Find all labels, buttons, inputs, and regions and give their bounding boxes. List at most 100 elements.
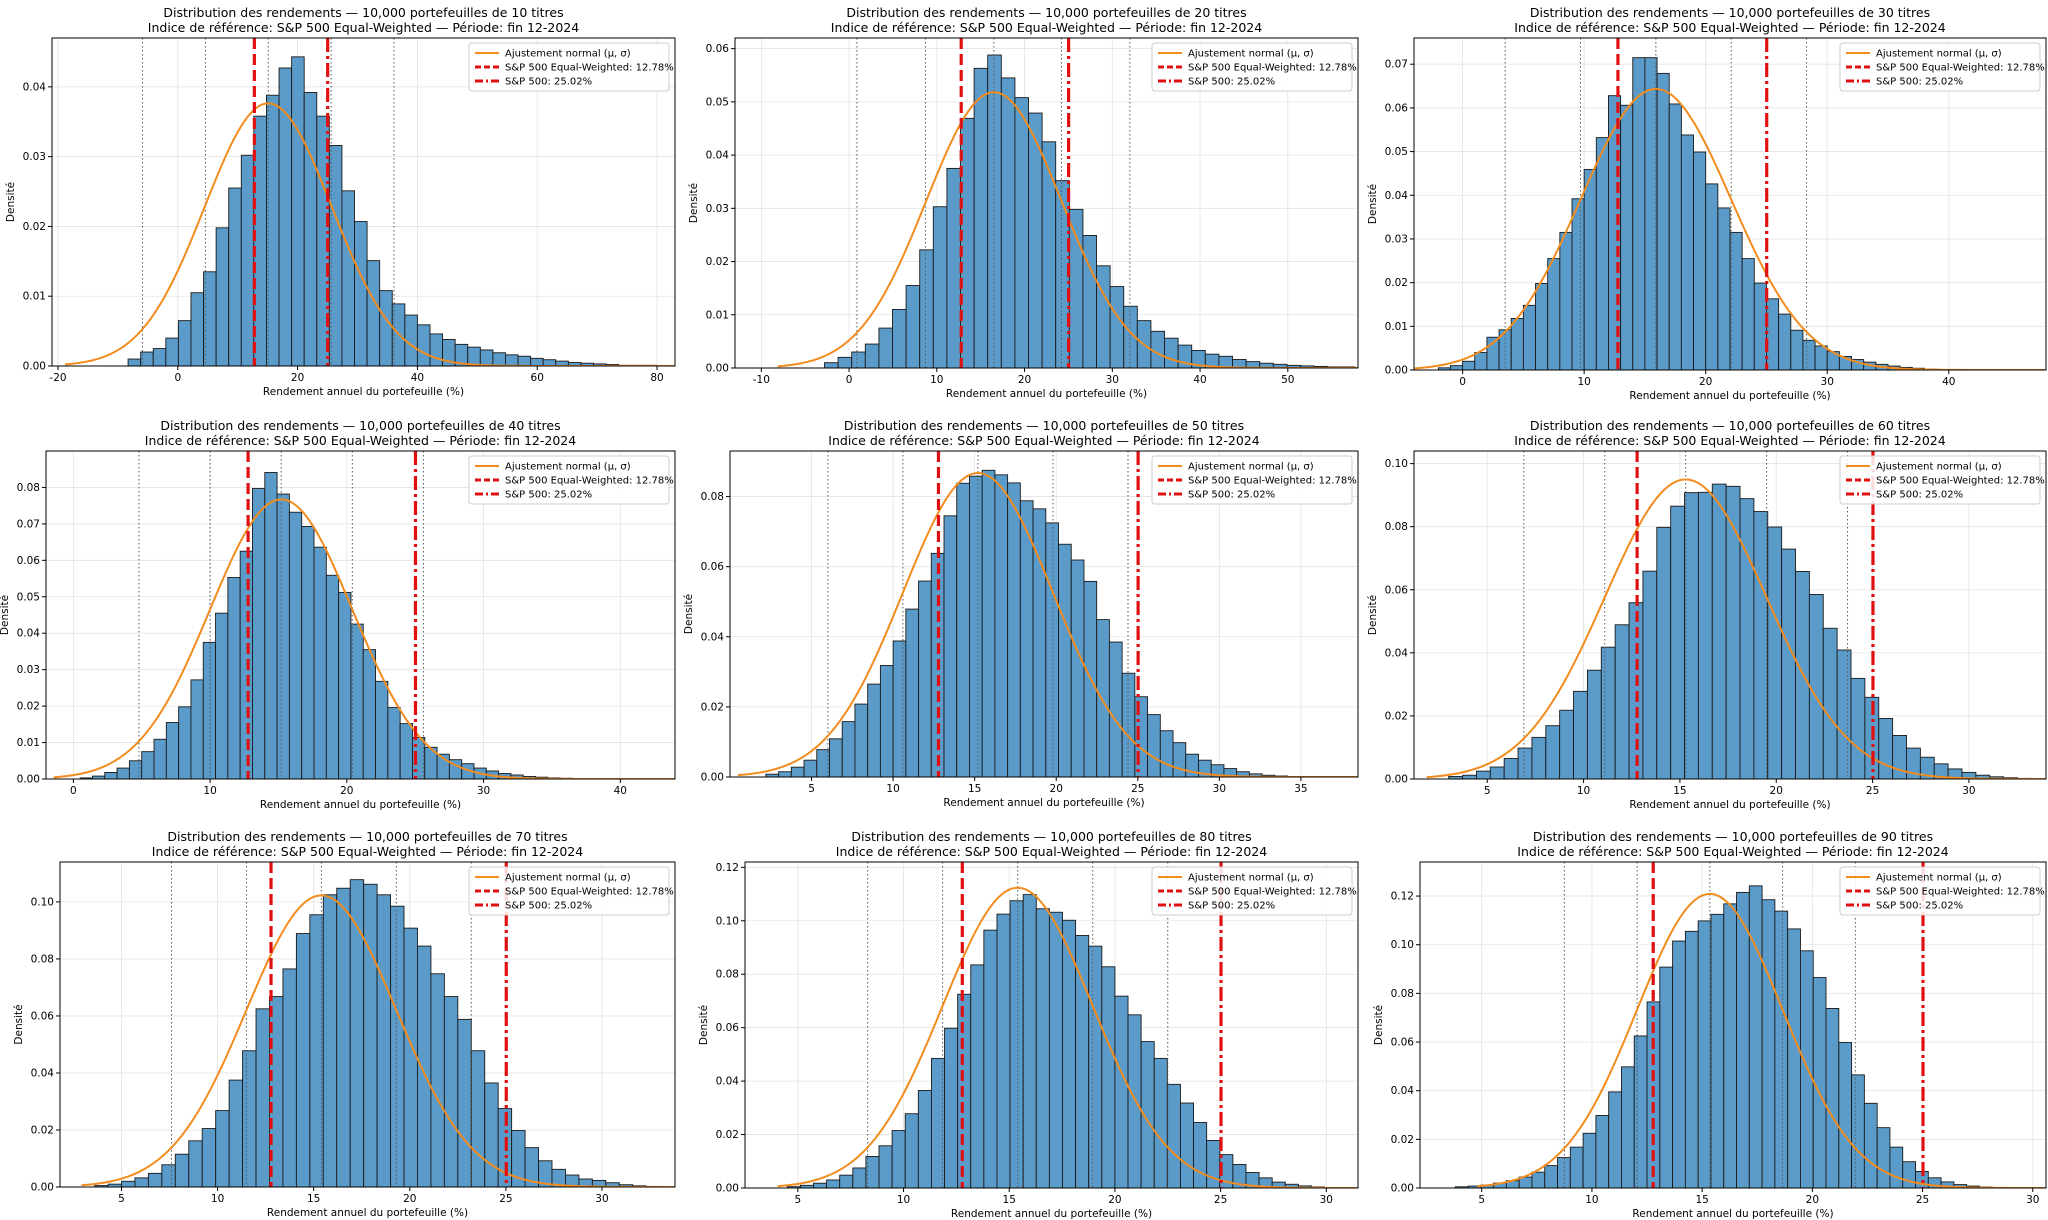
histogram-bar xyxy=(1850,677,1866,779)
x-tick-label: 5 xyxy=(1484,785,1491,797)
legend-label: S&P 500: 25.02% xyxy=(1876,901,1963,912)
histogram-bar xyxy=(134,1177,149,1187)
histogram-bar xyxy=(1878,717,1894,779)
histogram-bar xyxy=(1608,1091,1622,1188)
histogram-bar xyxy=(242,1050,257,1187)
chart-subtitle: Indice de référence: S&P 500 Equal-Weigh… xyxy=(831,20,1262,35)
legend-label: S&P 500 Equal-Weighted: 12.78% xyxy=(1876,476,2045,487)
histogram-bar xyxy=(981,469,996,777)
x-tick-label: 10 xyxy=(1585,1194,1598,1206)
histogram-bar xyxy=(1693,151,1707,370)
histogram-bar xyxy=(227,577,241,779)
histogram-bar xyxy=(1108,641,1123,777)
chart-subtitle: Indice de référence: S&P 500 Equal-Weigh… xyxy=(1514,433,1945,448)
y-tick-label: 0.02 xyxy=(31,1124,54,1136)
y-tick-label: 0.03 xyxy=(706,203,729,215)
plot-area xyxy=(1420,862,2046,1188)
histogram-bar xyxy=(178,706,192,779)
histogram-bar xyxy=(790,766,805,777)
histogram-bar xyxy=(379,290,393,366)
y-tick-label: 0.00 xyxy=(17,774,40,786)
normal-fit-curve xyxy=(53,498,675,779)
histogram-bar xyxy=(147,1172,163,1187)
x-tick-label: 30 xyxy=(2026,1194,2039,1206)
histogram-bar xyxy=(354,221,368,366)
subplot-6: Distribution des rendements — 10,000 por… xyxy=(1367,418,2047,811)
axes-frame xyxy=(744,861,1359,1189)
axes-frame xyxy=(734,37,1359,369)
histogram-bar xyxy=(944,1027,959,1188)
histogram-bar xyxy=(128,760,143,779)
subplot-4: Distribution des rendements — 10,000 por… xyxy=(0,418,676,811)
legend-box xyxy=(1839,42,2041,92)
histogram-bar xyxy=(1544,1165,1558,1188)
subplot-5: Distribution des rendements — 10,000 por… xyxy=(683,418,1359,809)
legend-box xyxy=(1839,455,2041,505)
x-tick-label: 80 xyxy=(650,372,663,384)
axes-frame xyxy=(51,37,676,367)
histogram-bar xyxy=(322,894,338,1187)
y-tick-label: 0.05 xyxy=(17,591,40,603)
y-tick-label: 0.00 xyxy=(1385,774,1408,786)
x-tick-label: 10 xyxy=(897,1194,910,1206)
histogram-bar xyxy=(282,968,297,1187)
histogram-bar xyxy=(1571,198,1585,370)
histogram-bar xyxy=(530,357,544,366)
histogram-bar xyxy=(1802,339,1816,370)
y-tick-label: 0.01 xyxy=(1385,321,1408,333)
histogram-bar xyxy=(325,574,340,779)
histogram-bar xyxy=(1462,360,1476,370)
subplot-8: Distribution des rendements — 10,000 por… xyxy=(698,829,1359,1220)
histogram-bar xyxy=(1705,183,1719,370)
histogram-bar xyxy=(1109,286,1125,368)
y-tick-label: 0.00 xyxy=(31,1182,54,1194)
histogram-bar xyxy=(1582,1132,1597,1188)
normal-fit-curve xyxy=(1414,87,2046,370)
histogram-bar xyxy=(215,1110,230,1187)
legend-label: Ajustement normal (μ, σ) xyxy=(505,462,631,473)
histogram-bar xyxy=(1172,742,1187,777)
histogram-bar xyxy=(153,738,167,779)
x-tick-label: 20 xyxy=(340,785,353,797)
normal-fit-curve xyxy=(777,886,1358,1188)
histogram-bar xyxy=(1147,714,1161,777)
y-tick-label: 0.05 xyxy=(1385,146,1408,158)
histogram-bar xyxy=(301,525,315,779)
y-tick-label: 0.06 xyxy=(1385,102,1409,114)
histogram-bar xyxy=(479,349,494,366)
histogram-bar xyxy=(778,771,792,777)
histogram-bar xyxy=(1838,1042,1853,1188)
histogram-bar xyxy=(228,1079,244,1187)
x-tick-label: -10 xyxy=(753,374,770,386)
histogram-bar xyxy=(864,343,880,368)
histogram-bar xyxy=(1753,282,1767,370)
x-tick-label: 5 xyxy=(118,1193,125,1205)
legend-label: S&P 500 Equal-Weighted: 12.78% xyxy=(1876,63,2045,74)
histogram-bar xyxy=(919,249,934,368)
histogram-bar xyxy=(1096,619,1110,777)
legend-label: S&P 500: 25.02% xyxy=(1188,490,1275,501)
histogram-bar xyxy=(1489,766,1505,779)
histogram-bar xyxy=(1474,352,1488,370)
chart-title: Distribution des rendements — 10,000 por… xyxy=(1530,418,1930,433)
legend-label: Ajustement normal (μ, σ) xyxy=(1188,873,1314,884)
histogram-bar xyxy=(1668,103,1682,370)
chart-title: Distribution des rendements — 10,000 por… xyxy=(844,418,1244,433)
histogram-bar xyxy=(1600,646,1616,779)
x-tick-label: 5 xyxy=(808,783,815,795)
histogram-bar xyxy=(291,56,305,366)
legend-label: S&P 500 Equal-Weighted: 12.78% xyxy=(505,887,674,898)
histogram-bar xyxy=(1007,482,1021,777)
y-tick-label: 0.03 xyxy=(23,151,46,163)
histogram-bar xyxy=(387,707,401,779)
histogram-bar xyxy=(1766,298,1780,370)
legend-box xyxy=(1839,866,2041,916)
x-tick-label: 15 xyxy=(1673,785,1686,797)
axes-frame xyxy=(1419,861,2047,1189)
legend: Ajustement normal (μ, σ) S&P 500 Equal-We… xyxy=(1839,455,2045,505)
histogram-bar xyxy=(399,723,413,779)
subplot-1: Distribution des rendements — 10,000 por… xyxy=(5,5,676,398)
x-tick-label: 20 xyxy=(403,1193,416,1205)
histogram-bar xyxy=(121,1180,136,1187)
histogram-bar xyxy=(905,608,920,777)
